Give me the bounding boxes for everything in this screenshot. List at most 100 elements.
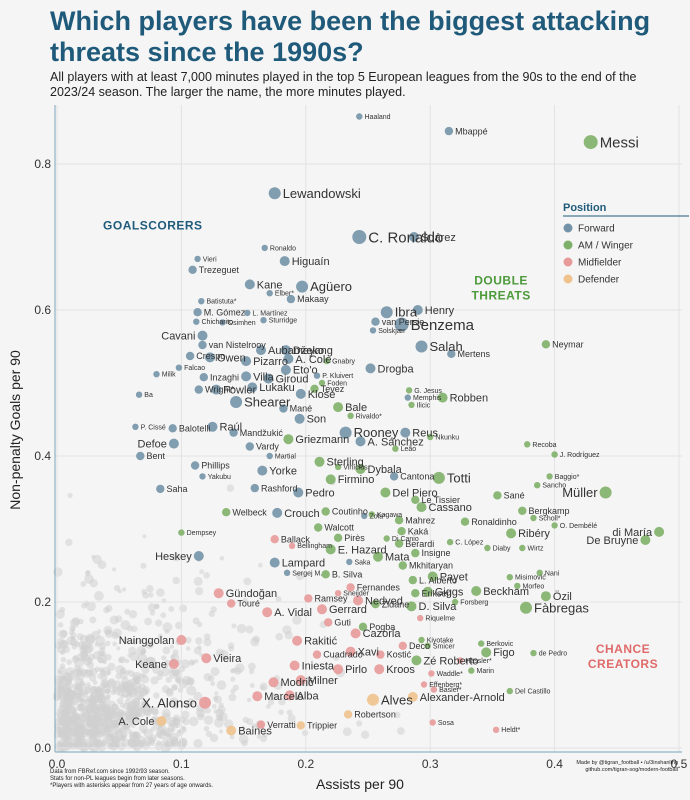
background-player-dot <box>195 587 204 596</box>
quadrant-annotation: DOUBLE <box>474 273 528 287</box>
point-label: Henry <box>425 305 455 317</box>
point-label: Giggs <box>435 587 464 599</box>
point-am-winger <box>371 600 380 609</box>
point-forward <box>394 317 409 332</box>
point-am-winger <box>333 402 344 413</box>
point-forward <box>352 230 367 244</box>
point-label: Berardi <box>405 539 434 549</box>
point-label: Sergej M. <box>292 570 322 577</box>
point-forward <box>168 438 179 449</box>
point-forward <box>389 472 399 481</box>
background-player-dot <box>214 691 219 696</box>
background-player-dot <box>96 727 106 737</box>
point-am-winger <box>392 445 399 452</box>
point-label: Džeko <box>293 345 324 357</box>
point-am-winger <box>408 401 415 409</box>
point-forward <box>280 345 291 356</box>
point-forward <box>250 483 259 493</box>
y-axis-label: Non-penalty Goals per 90 <box>7 350 23 510</box>
background-player-dot <box>64 725 71 731</box>
point-am-winger <box>478 640 485 647</box>
background-player-dot <box>69 638 78 647</box>
x-tick-label: 0.3 <box>422 757 439 771</box>
background-player-dot <box>113 711 120 719</box>
background-player-dot <box>145 640 154 649</box>
point-forward <box>409 232 419 242</box>
background-player-dot <box>333 655 339 661</box>
background-player-dot <box>256 734 262 739</box>
point-am-winger <box>536 569 543 576</box>
point-label: Ramsey <box>315 594 349 604</box>
point-forward <box>193 318 200 325</box>
background-player-dot <box>179 716 186 723</box>
background-player-dot <box>169 697 178 706</box>
point-label: Sturridge <box>269 318 298 325</box>
point-label: Lukaku <box>259 382 294 394</box>
point-am-winger <box>418 636 425 644</box>
background-player-dot <box>210 667 220 676</box>
x-tick-label: 0.1 <box>173 757 190 771</box>
point-label: Foden <box>327 380 347 387</box>
point-label: Iniesta <box>302 660 335 672</box>
background-player-dot <box>219 556 225 561</box>
point-label: Insigne <box>422 548 451 558</box>
point-label: Son <box>307 414 327 426</box>
legend-swatch <box>563 223 573 233</box>
point-midfielder <box>420 681 428 688</box>
point-am-winger <box>333 533 343 542</box>
background-player-dot <box>267 698 275 706</box>
point-forward <box>168 424 177 433</box>
point-label: Vinícius <box>343 464 368 471</box>
point-am-winger <box>506 687 513 695</box>
background-player-dot <box>209 733 219 743</box>
background-player-dot <box>241 725 245 730</box>
y-tick-label: 0.4 <box>34 449 51 463</box>
point-label: Balotelli <box>179 423 211 433</box>
point-forward <box>380 306 393 319</box>
point-am-winger <box>534 482 541 489</box>
background-player-dot <box>60 656 67 663</box>
point-label: Bale <box>345 402 367 414</box>
point-forward <box>188 265 197 274</box>
point-label: Welbeck <box>232 507 267 517</box>
background-player-dot <box>218 702 224 708</box>
point-label: Verratti <box>267 720 296 730</box>
point-label: L. Martínez <box>253 310 289 317</box>
y-tick-label: 0.6 <box>34 303 51 317</box>
background-player-dot <box>139 687 149 697</box>
point-label: Shearer <box>244 395 291 410</box>
point-forward <box>369 327 377 334</box>
background-player-dot <box>211 704 217 709</box>
background-player-dot <box>249 669 255 675</box>
background-player-dot <box>245 625 254 634</box>
point-label: Ronaldinho <box>471 517 517 527</box>
point-forward <box>205 352 215 363</box>
point-label: X. Alonso <box>142 695 197 710</box>
background-player-dot <box>229 734 235 740</box>
background-player-dot <box>249 683 255 688</box>
point-label: Morfeo <box>523 583 545 590</box>
point-am-winger <box>427 433 434 441</box>
point-forward <box>355 436 366 447</box>
point-label: A. Cole <box>118 716 154 728</box>
point-forward <box>219 319 226 326</box>
point-forward <box>371 317 380 326</box>
background-player-dot <box>234 667 242 675</box>
background-player-dot <box>214 717 224 728</box>
background-player-dot <box>69 714 79 724</box>
background-player-dot <box>149 610 156 616</box>
background-player-dot <box>63 672 74 683</box>
background-player-dot <box>88 695 97 705</box>
point-label: Makaay <box>297 294 329 304</box>
point-label: A. Vidal <box>274 607 312 619</box>
background-player-dot <box>55 741 65 751</box>
point-am-winger <box>394 539 404 548</box>
point-label: Riquelme <box>425 616 455 623</box>
background-player-dot <box>148 592 154 598</box>
point-forward <box>294 413 305 424</box>
point-label: Müller <box>562 485 598 500</box>
point-midfielder <box>345 646 356 657</box>
point-defender <box>343 710 353 719</box>
point-forward <box>211 384 222 395</box>
point-label: Mbappé <box>455 126 488 136</box>
